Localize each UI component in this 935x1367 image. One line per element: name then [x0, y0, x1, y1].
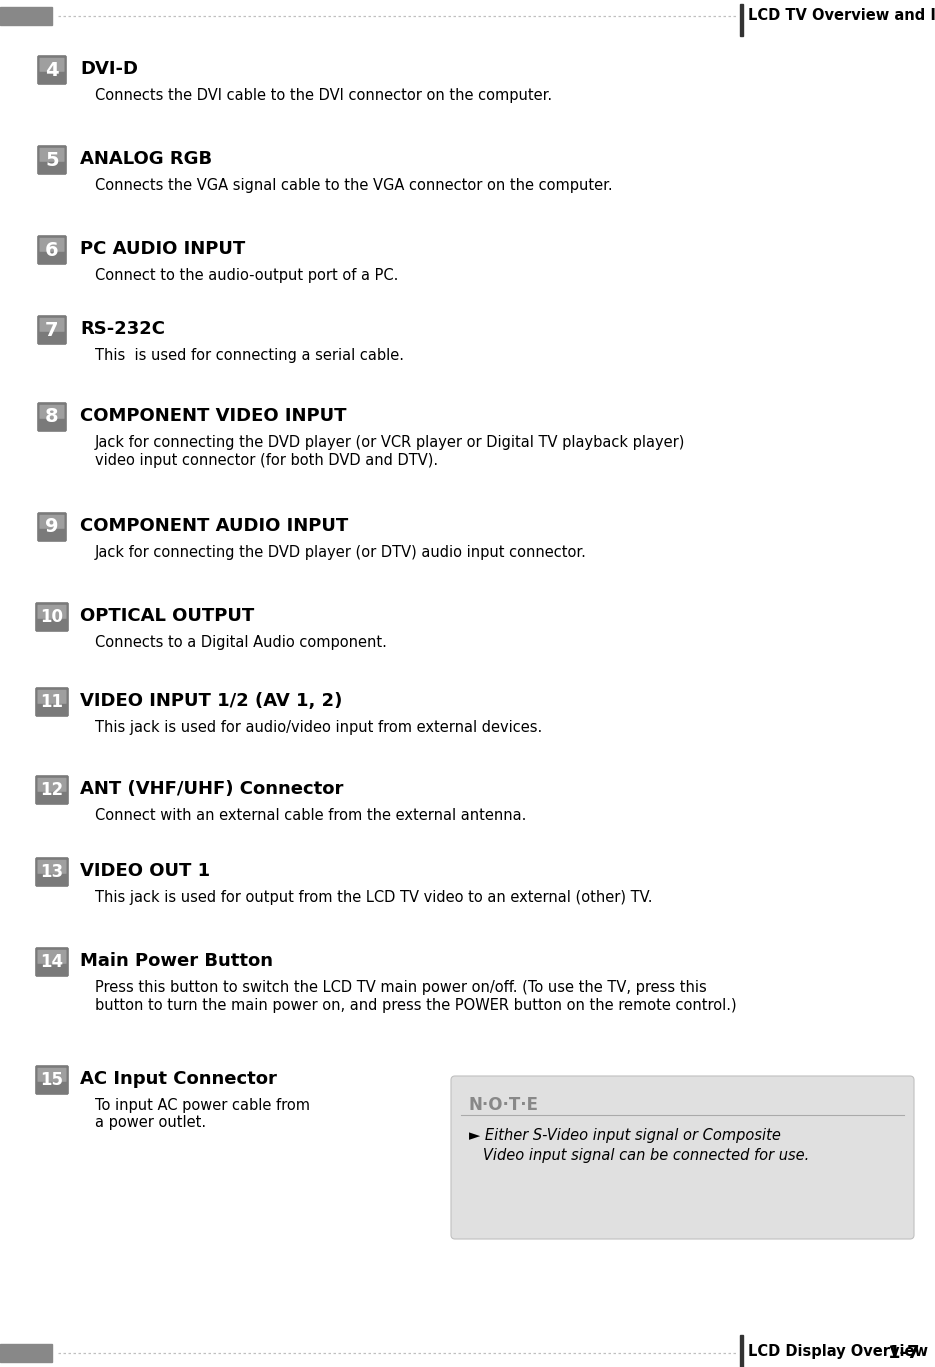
Text: 10: 10 [40, 608, 64, 626]
Text: button to turn the main power on, and press the POWER button on the remote contr: button to turn the main power on, and pr… [95, 998, 737, 1013]
FancyBboxPatch shape [36, 775, 68, 805]
Text: PC AUDIO INPUT: PC AUDIO INPUT [80, 241, 245, 258]
Text: Jack for connecting the DVD player (or DTV) audio input connector.: Jack for connecting the DVD player (or D… [95, 545, 587, 560]
Text: COMPONENT VIDEO INPUT: COMPONENT VIDEO INPUT [80, 407, 347, 425]
FancyBboxPatch shape [39, 238, 65, 252]
Text: Video input signal can be connected for use.: Video input signal can be connected for … [469, 1148, 810, 1163]
Text: Jack for connecting the DVD player (or VCR player or Digital TV playback player): Jack for connecting the DVD player (or V… [95, 435, 685, 450]
Text: 11: 11 [40, 693, 64, 711]
Text: This  is used for connecting a serial cable.: This is used for connecting a serial cab… [95, 349, 404, 364]
FancyBboxPatch shape [37, 513, 66, 541]
Text: N·O·T·E: N·O·T·E [469, 1096, 539, 1114]
Text: OPTICAL OUTPUT: OPTICAL OUTPUT [80, 607, 254, 625]
Text: 7: 7 [45, 320, 59, 339]
Text: video input connector (for both DVD and DTV).: video input connector (for both DVD and … [95, 452, 439, 468]
FancyBboxPatch shape [36, 688, 68, 716]
FancyBboxPatch shape [36, 1065, 68, 1095]
FancyBboxPatch shape [39, 57, 65, 72]
Text: 13: 13 [40, 863, 64, 880]
Text: VIDEO INPUT 1/2 (AV 1, 2): VIDEO INPUT 1/2 (AV 1, 2) [80, 692, 342, 709]
FancyBboxPatch shape [39, 405, 65, 418]
FancyBboxPatch shape [37, 56, 66, 85]
FancyBboxPatch shape [36, 603, 68, 632]
Text: ANALOG RGB: ANALOG RGB [80, 150, 212, 168]
Bar [740, 1336, 743, 1367]
Text: DVI-D: DVI-D [80, 60, 138, 78]
Text: AC Input Connector: AC Input Connector [80, 1070, 277, 1088]
FancyBboxPatch shape [37, 604, 66, 619]
Text: 15: 15 [40, 1070, 64, 1089]
FancyBboxPatch shape [39, 515, 65, 529]
Text: ANT (VHF/UHF) Connector: ANT (VHF/UHF) Connector [80, 781, 343, 798]
Text: VIDEO OUT 1: VIDEO OUT 1 [80, 863, 210, 880]
FancyBboxPatch shape [37, 950, 66, 964]
Bar [0, 1344, 52, 1362]
Bar [740, 4, 743, 36]
Text: 14: 14 [40, 953, 64, 971]
Text: Main Power Button: Main Power Button [80, 951, 273, 971]
FancyBboxPatch shape [37, 316, 66, 344]
Text: Press this button to switch the LCD TV main power on/off. (To use the TV, press : Press this button to switch the LCD TV m… [95, 980, 707, 995]
Text: 6: 6 [45, 241, 59, 260]
Text: 1-7: 1-7 [888, 1344, 920, 1362]
Text: RS-232C: RS-232C [80, 320, 165, 338]
FancyBboxPatch shape [36, 947, 68, 976]
FancyBboxPatch shape [39, 317, 65, 332]
Text: ► Either S-Video input signal or Composite: ► Either S-Video input signal or Composi… [469, 1128, 781, 1143]
FancyBboxPatch shape [37, 402, 66, 432]
Text: LCD Display Overview  ■: LCD Display Overview ■ [748, 1344, 935, 1359]
Text: 8: 8 [45, 407, 59, 427]
Text: 4: 4 [45, 60, 59, 79]
Text: This jack is used for audio/video input from external devices.: This jack is used for audio/video input … [95, 720, 542, 735]
Bar [0, 7, 52, 25]
Text: To input AC power cable from
a power outlet.: To input AC power cable from a power out… [95, 1098, 310, 1131]
Text: This jack is used for output from the LCD TV video to an external (other) TV.: This jack is used for output from the LC… [95, 890, 653, 905]
FancyBboxPatch shape [39, 148, 65, 161]
FancyBboxPatch shape [37, 145, 66, 175]
FancyBboxPatch shape [36, 857, 68, 887]
Text: Connect to the audio-output port of a PC.: Connect to the audio-output port of a PC… [95, 268, 398, 283]
FancyBboxPatch shape [451, 1076, 914, 1239]
Text: Connect with an external cable from the external antenna.: Connect with an external cable from the … [95, 808, 526, 823]
Text: 12: 12 [40, 781, 64, 798]
Text: 5: 5 [45, 150, 59, 170]
Text: LCD TV Overview and Installation: LCD TV Overview and Installation [748, 8, 935, 23]
Text: COMPONENT AUDIO INPUT: COMPONENT AUDIO INPUT [80, 517, 348, 534]
FancyBboxPatch shape [37, 235, 66, 264]
Text: Connects the DVI cable to the DVI connector on the computer.: Connects the DVI cable to the DVI connec… [95, 87, 553, 103]
FancyBboxPatch shape [37, 860, 66, 874]
Text: 9: 9 [45, 518, 59, 536]
FancyBboxPatch shape [37, 690, 66, 704]
FancyBboxPatch shape [37, 1068, 66, 1081]
FancyBboxPatch shape [37, 778, 66, 791]
Text: Connects to a Digital Audio component.: Connects to a Digital Audio component. [95, 636, 387, 649]
Text: Connects the VGA signal cable to the VGA connector on the computer.: Connects the VGA signal cable to the VGA… [95, 178, 612, 193]
